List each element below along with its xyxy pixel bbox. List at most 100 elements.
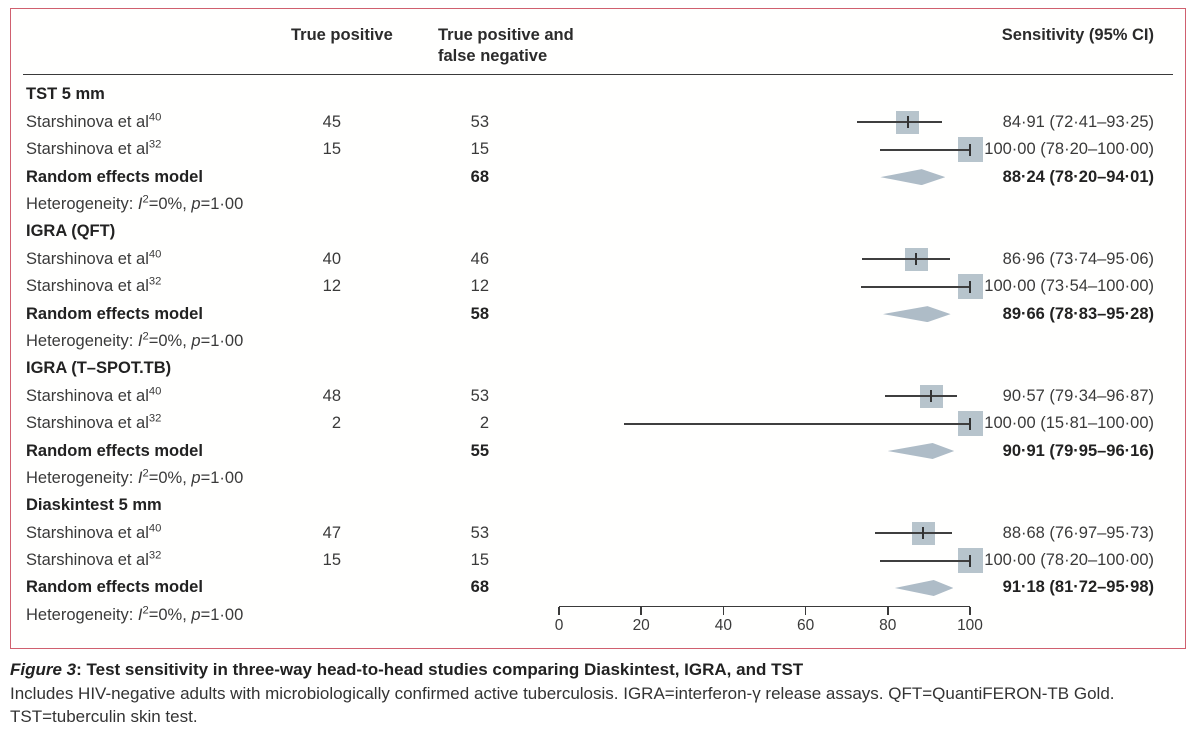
figure-caption: Figure 3: Test sensitivity in three-way … — [10, 659, 1194, 729]
column-header-true-positive: True positive — [291, 26, 393, 44]
table-row: Heterogeneity: I2=0%, p=1·00 — [11, 328, 1185, 355]
tpfn-value: 2 — [479, 414, 489, 433]
point-estimate-tick — [915, 253, 918, 266]
tp-value: 15 — [322, 551, 341, 570]
table-row: Random effects model 58 89·66 (78·83–95·28… — [11, 300, 1185, 327]
table-row: Random effects model 68 91·18 (81·72–95·98… — [11, 574, 1185, 601]
table-row: Random effects model 55 90·91 (79·95–96·16… — [11, 437, 1185, 464]
point-estimate-tick — [969, 554, 971, 567]
tp-value: 47 — [322, 523, 341, 542]
tpfn-value: 58 — [470, 304, 489, 323]
table-row: Starshinova et al32 15 15 100·00 (78·20–100… — [11, 547, 1185, 574]
table-row: Starshinova et al32 2 2 100·00 (15·81–100·0… — [11, 410, 1185, 437]
plot-cell — [559, 246, 970, 273]
point-estimate-tick — [969, 417, 971, 430]
tp-value: 12 — [322, 277, 341, 296]
axis-tick — [969, 607, 971, 616]
axis-tick — [558, 607, 560, 616]
reference-superscript: 40 — [148, 248, 162, 261]
sensitivity-value: 100·00 (15·81–100·00) — [984, 414, 1154, 433]
axis-tick-label: 0 — [554, 617, 564, 635]
table-row: Starshinova et al40 40 46 86·96 (73·74–95·0… — [11, 246, 1185, 273]
caption-footnote: Includes HIV-negative adults with microb… — [10, 683, 1115, 726]
confidence-interval-line — [623, 422, 970, 425]
tpfn-value: 53 — [470, 386, 489, 405]
diamond-shape — [887, 443, 955, 460]
table-row: IGRA (QFT) — [11, 218, 1185, 245]
caption-title: Figure 3: Test sensitivity in three-way … — [10, 659, 1194, 682]
tp-value: 15 — [322, 140, 341, 159]
study-label: Starshinova et al40 — [26, 522, 162, 542]
confidence-interval-line — [861, 285, 970, 288]
reference-superscript: 32 — [148, 275, 162, 288]
sensitivity-value: 100·00 (78·20–100·00) — [984, 551, 1154, 570]
random-effects-label: Random effects model — [26, 167, 203, 186]
diamond-shape — [880, 169, 946, 186]
x-axis: 0 20 40 60 80 100 — [555, 600, 983, 646]
axis-tick-label: 80 — [879, 617, 897, 635]
section-header: IGRA (T–SPOT.TB) — [26, 359, 172, 378]
pooled-estimate-diamond — [882, 306, 951, 323]
heterogeneity-text: Heterogeneity: I2=0%, p=1·00 — [26, 467, 244, 487]
study-label: Starshinova et al32 — [26, 549, 162, 570]
caption-title-text: : Test sensitivity in three-way head-to-… — [76, 660, 804, 679]
table-row: Diaskintest 5 mm — [11, 492, 1185, 519]
reference-superscript: 40 — [148, 522, 162, 535]
table-row: Heterogeneity: I2=0%, p=1·00 — [11, 465, 1185, 492]
tp-value: 48 — [322, 386, 341, 405]
plot-cell — [559, 437, 970, 464]
pooled-estimate-diamond — [880, 169, 946, 186]
reference-superscript: 32 — [148, 412, 162, 425]
study-label: Starshinova et al32 — [26, 138, 162, 159]
random-effects-label: Random effects model — [26, 578, 203, 597]
reference-superscript: 32 — [148, 549, 162, 562]
sensitivity-value: 91·18 (81·72–95·98) — [1002, 578, 1154, 597]
axis-tick-label: 20 — [632, 617, 650, 635]
table-row: Starshinova et al32 12 12 100·00 (73·54–100… — [11, 273, 1185, 300]
heterogeneity-text: Heterogeneity: I2=0%, p=1·00 — [26, 193, 244, 213]
plot-cell — [559, 410, 983, 437]
tpfn-value: 15 — [470, 140, 489, 159]
column-header-spacer — [26, 25, 291, 66]
column-header-sensitivity: Sensitivity (95% CI) — [1001, 26, 1154, 44]
point-estimate-tick — [922, 527, 925, 540]
axis-tick-label: 40 — [714, 617, 733, 635]
random-effects-label: Random effects model — [26, 441, 203, 460]
tpfn-value: 53 — [470, 112, 489, 131]
study-label: Starshinova et al32 — [26, 412, 162, 433]
table-row: Starshinova et al40 48 53 90·57 (79·34–96·8… — [11, 383, 1185, 410]
sensitivity-value: 100·00 (73·54–100·00) — [984, 277, 1154, 296]
table-row: IGRA (T–SPOT.TB) — [11, 355, 1185, 382]
tpfn-value: 12 — [470, 277, 489, 296]
point-estimate-tick — [969, 280, 971, 293]
sensitivity-value: 90·57 (79·34–96·87) — [1002, 386, 1154, 405]
x-axis-line — [559, 606, 970, 608]
plot-cell — [559, 163, 970, 190]
plot-cell — [559, 109, 970, 136]
tpfn-value: 68 — [470, 167, 489, 186]
section-header: TST 5 mm — [26, 85, 105, 104]
sensitivity-value: 100·00 (78·20–100·00) — [984, 140, 1154, 159]
reference-superscript: 32 — [148, 138, 162, 151]
tp-value: 40 — [322, 249, 341, 268]
plot-cell — [559, 136, 983, 163]
forest-table: TST 5 mm Starshinova et al40 45 53 84·91 (72… — [11, 81, 1185, 629]
random-effects-label: Random effects model — [26, 304, 203, 323]
section-header: IGRA (QFT) — [26, 222, 116, 241]
plot-cell — [559, 383, 970, 410]
caption-figure-label: Figure 3 — [10, 660, 77, 679]
reference-superscript: 40 — [148, 111, 162, 124]
sensitivity-value: 88·68 (76·97–95·73) — [1002, 523, 1154, 542]
confidence-interval-line — [885, 395, 958, 398]
confidence-interval-line — [880, 559, 970, 562]
tpfn-value: 46 — [470, 249, 489, 268]
tpfn-value: 68 — [470, 578, 489, 597]
tpfn-value: 55 — [470, 441, 489, 460]
axis-tick — [640, 607, 642, 616]
plot-cell — [559, 273, 983, 300]
study-label: Starshinova et al40 — [26, 385, 162, 405]
axis-row: 0 20 40 60 80 100 — [11, 600, 1185, 646]
plot-cell — [559, 300, 970, 327]
axis-tick — [887, 607, 889, 616]
heterogeneity-text: Heterogeneity: I2=0%, p=1·00 — [26, 604, 244, 624]
